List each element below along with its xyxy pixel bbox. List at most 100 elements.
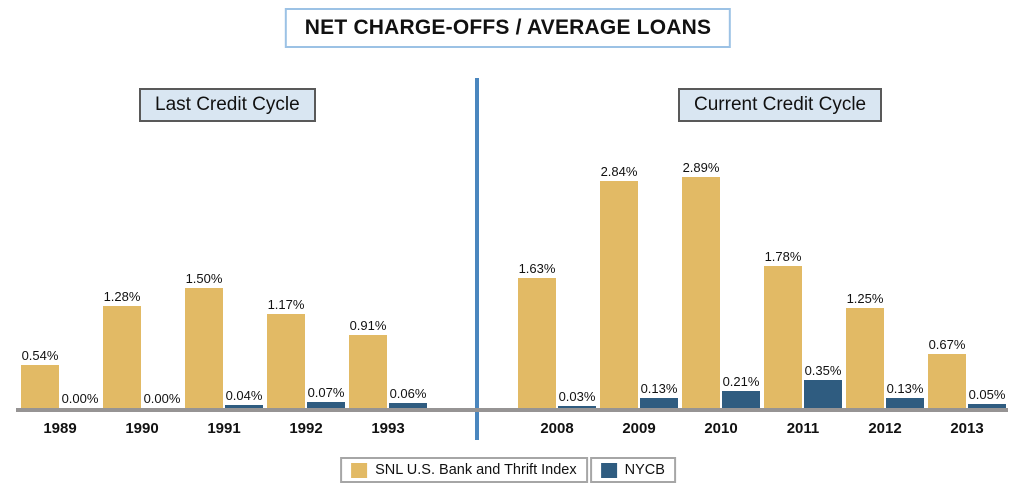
year-group: 1.28% 0.00% 1990 (101, 76, 183, 437)
legend-item-nycb: NYCB (589, 457, 676, 483)
year-group: 2.89% 0.21% 2010 (680, 76, 762, 437)
value-label: 0.35% (804, 362, 842, 378)
snl-bar (21, 365, 59, 408)
nycb-bar-column: 0.13% (640, 76, 679, 408)
value-label: 0.21% (722, 373, 760, 389)
snl-bar-column: 0.91% (349, 76, 388, 408)
nycb-bar-column: 0.05% (968, 76, 1007, 408)
year-group: 0.67% 0.05% 2013 (926, 76, 1008, 437)
snl-bar-column: 2.84% (600, 76, 639, 408)
legend: SNL U.S. Bank and Thrift Index NYCB (340, 457, 676, 483)
value-label: 0.03% (558, 388, 596, 404)
snl-bar-column: 1.63% (518, 76, 557, 408)
nycb-bar (558, 406, 596, 408)
snl-bar (600, 181, 638, 408)
year-label: 2012 (868, 420, 902, 437)
nycb-bar (640, 398, 678, 408)
value-label: 0.00% (143, 390, 181, 406)
cycle-divider-line (475, 78, 479, 440)
nycb-bar (968, 404, 1006, 408)
nycb-bar (389, 403, 427, 408)
legend-label-snl: SNL U.S. Bank and Thrift Index (375, 462, 577, 478)
snl-bar (349, 335, 387, 408)
year-label: 1989 (43, 420, 77, 437)
nycb-bar-column: 0.21% (722, 76, 761, 408)
legend-label-nycb: NYCB (624, 462, 665, 478)
nycb-bar-column: 0.07% (307, 76, 346, 408)
year-group: 1.50% 0.04% 1991 (183, 76, 265, 437)
value-label: 1.25% (846, 290, 884, 306)
snl-bar (764, 266, 802, 408)
value-label: 1.63% (518, 260, 556, 276)
year-group: 1.17% 0.07% 1992 (265, 76, 347, 437)
nycb-bar-column: 0.35% (804, 76, 843, 408)
value-label: 0.06% (389, 385, 427, 401)
snl-bar (928, 354, 966, 408)
snl-bar-column: 0.67% (928, 76, 967, 408)
snl-bar-column: 2.89% (682, 76, 721, 408)
year-label: 2009 (622, 420, 656, 437)
value-label: 1.50% (185, 270, 223, 286)
snl-bar-column: 1.25% (846, 76, 885, 408)
snl-bar-column: 1.17% (267, 76, 306, 408)
value-label: 0.05% (968, 386, 1006, 402)
snl-bar (518, 278, 556, 408)
snl-series-swatch-icon (351, 462, 368, 478)
nycb-bar-column: 0.00% (143, 76, 182, 408)
year-label: 1992 (289, 420, 323, 437)
section-label-last-credit-cycle: Last Credit Cycle (139, 88, 316, 122)
value-label: 0.04% (225, 387, 263, 403)
nycb-bar (886, 398, 924, 408)
value-label: 0.13% (886, 380, 924, 396)
year-group: 0.54% 0.00% 1989 (19, 76, 101, 437)
year-label: 1990 (125, 420, 159, 437)
nycb-bar-column: 0.13% (886, 76, 925, 408)
year-group: 1.63% 0.03% 2008 (516, 76, 598, 437)
chart-region: Last Credit Cycle Current Credit Cycle 0… (0, 60, 1016, 445)
x-axis-line (16, 408, 1008, 412)
nycb-series-swatch-icon (600, 462, 617, 478)
year-label: 2013 (950, 420, 984, 437)
last-cycle-plot: 0.54% 0.00% 1989 1.28% 0.00% 1990 1.50% 0.04% 19… (19, 76, 429, 437)
legend-item-snl: SNL U.S. Bank and Thrift Index (340, 457, 588, 483)
snl-bar-column: 1.28% (103, 76, 142, 408)
year-group: 1.25% 0.13% 2012 (844, 76, 926, 437)
year-label: 2010 (704, 420, 738, 437)
snl-bar-column: 0.54% (21, 76, 60, 408)
nycb-bar (804, 380, 842, 408)
snl-bar-column: 1.78% (764, 76, 803, 408)
value-label: 2.89% (682, 159, 720, 175)
value-label: 2.84% (600, 163, 638, 179)
nycb-bar (307, 402, 345, 408)
value-label: 0.00% (61, 390, 99, 406)
snl-bar (103, 306, 141, 408)
value-label: 0.67% (928, 336, 966, 352)
snl-bar (267, 314, 305, 408)
snl-bar (185, 288, 223, 408)
value-label: 1.78% (764, 248, 802, 264)
nycb-bar-column: 0.00% (61, 76, 100, 408)
value-label: 0.54% (21, 347, 59, 363)
current-cycle-plot: 1.63% 0.03% 2008 2.84% 0.13% 2009 2.89% 0.21% 20… (516, 76, 1008, 437)
year-label: 2008 (540, 420, 574, 437)
nycb-bar (722, 391, 760, 408)
nycb-bar-column: 0.04% (225, 76, 264, 408)
year-label: 1993 (371, 420, 405, 437)
nycb-bar-column: 0.03% (558, 76, 597, 408)
snl-bar-column: 1.50% (185, 76, 224, 408)
year-group: 2.84% 0.13% 2009 (598, 76, 680, 437)
year-label: 1991 (207, 420, 241, 437)
year-group: 0.91% 0.06% 1993 (347, 76, 429, 437)
nycb-bar (225, 405, 263, 408)
snl-bar (846, 308, 884, 408)
value-label: 1.17% (267, 296, 305, 312)
chart-title: NET CHARGE-OFFS / AVERAGE LOANS (284, 8, 732, 48)
nycb-bar-column: 0.06% (389, 76, 428, 408)
year-label: 2011 (786, 420, 820, 437)
value-label: 1.28% (103, 288, 141, 304)
value-label: 0.13% (640, 380, 678, 396)
snl-bar (682, 177, 720, 408)
section-label-current-credit-cycle: Current Credit Cycle (678, 88, 883, 122)
year-group: 1.78% 0.35% 2011 (762, 76, 844, 437)
value-label: 0.91% (349, 317, 387, 333)
